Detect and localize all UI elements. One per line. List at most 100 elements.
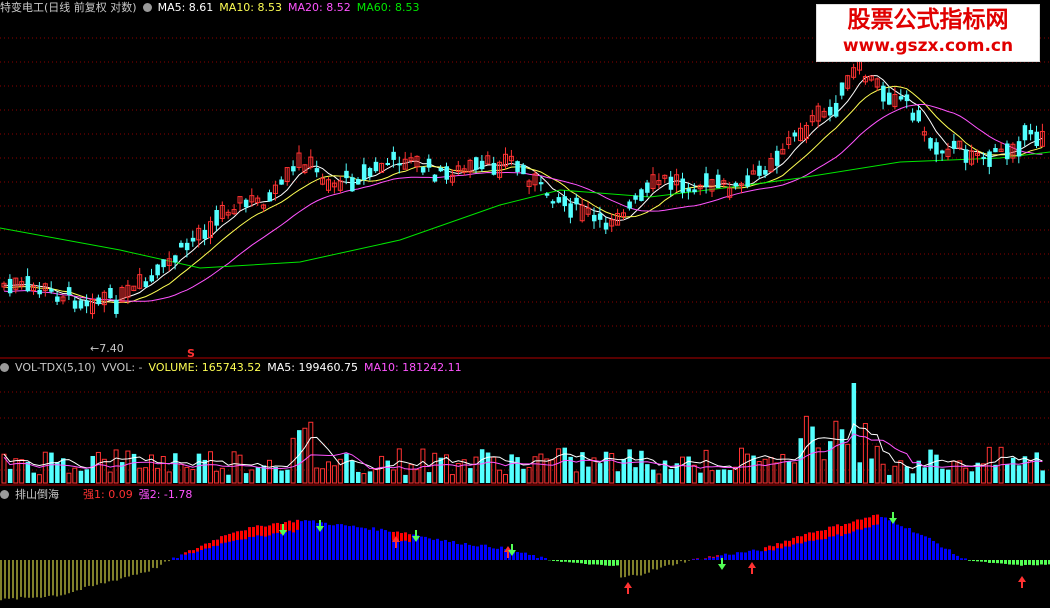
candle-down: [361, 164, 367, 180]
indicator-bar: [752, 549, 755, 560]
volume-bar-up: [497, 469, 503, 484]
volume-bar-down: [686, 456, 691, 483]
indicator-bar: [420, 536, 423, 560]
indicator-bar: [940, 547, 943, 560]
indicator-bar: [844, 524, 847, 560]
volume-bar-up: [862, 423, 868, 484]
volume-bar-down: [84, 469, 90, 483]
indicator-bar: [1048, 560, 1050, 565]
indicator-bar: [492, 548, 495, 560]
candle-down: [474, 157, 479, 170]
volume-bar-down: [515, 457, 520, 483]
volume-bar-up: [680, 456, 685, 484]
stock-title[interactable]: 特变电工(日线 前复权 对数): [0, 1, 137, 14]
volume-bar-up: [66, 472, 72, 484]
volume-bar-up: [143, 467, 149, 484]
indicator-arrow-signals: [279, 512, 1026, 594]
indicator-bar: [780, 543, 783, 560]
candle-down: [202, 229, 208, 239]
volume-bar-down: [1040, 470, 1045, 483]
candle-down: [350, 177, 355, 192]
indicator-bar: [904, 528, 907, 560]
indicator-bar: [348, 526, 351, 560]
settings-circle-icon[interactable]: [142, 3, 152, 12]
candle-up: [320, 177, 326, 185]
indicator-bar: [924, 536, 927, 560]
indicator-bar: [908, 527, 911, 560]
indicator-bar: [880, 517, 883, 560]
indicator-bar: [460, 544, 463, 560]
candle-up: [42, 283, 48, 291]
volume-bar-up: [461, 459, 467, 484]
indicator-bar: [696, 558, 699, 560]
volume-indicator-name[interactable]: VOL-TDX(5,10): [15, 361, 96, 374]
candle-down: [243, 199, 249, 208]
volume-bar-down: [715, 469, 721, 483]
candle-up: [449, 174, 455, 183]
indicator-bar-cap: [812, 532, 815, 541]
indicator-bar: [832, 526, 835, 560]
candle-down: [438, 167, 444, 172]
candle-down: [356, 179, 361, 185]
volume-bar-up: [36, 474, 42, 484]
indicator-bar: [872, 515, 875, 560]
candle-down: [645, 182, 650, 193]
candle-up: [786, 137, 792, 145]
ma60-line: [0, 151, 1050, 269]
volume-bar-down: [993, 464, 998, 483]
indicator-bar-cap: [272, 523, 275, 534]
indicator-bar: [336, 524, 339, 560]
indicator-bar-cap: [832, 526, 835, 537]
indicator-bar-cap: [400, 533, 403, 542]
candle-down: [190, 237, 196, 242]
indicator-bar: [344, 525, 347, 560]
indicator-bar: [868, 517, 871, 560]
volume-bar-down: [7, 468, 13, 483]
indicator-bar: [480, 544, 483, 560]
indicator-bar: [432, 539, 435, 560]
volume-bar-down: [674, 463, 680, 483]
indicator-bar-cap: [828, 526, 831, 537]
candle-down: [910, 112, 916, 121]
volume-header: VOL-TDX(5,10) VVOL: - VOLUME: 165743.52 MA5…: [0, 361, 468, 375]
indicator-bar-cap: [236, 531, 239, 540]
candle-up: [331, 182, 337, 188]
indicator-bar-cap: [216, 539, 219, 546]
volume-bar-down: [131, 453, 137, 483]
indicator-bar: [936, 543, 939, 560]
indicator-bar: [204, 543, 207, 560]
candle-down: [1022, 125, 1028, 141]
indicator-bar-cap: [280, 524, 283, 535]
indicator-bar: [328, 524, 331, 560]
volume-bar-up: [874, 445, 880, 484]
indicator-bar: [768, 545, 771, 560]
volume-bar-up: [213, 470, 219, 484]
arrow-up-icon: [748, 562, 756, 568]
candle-up: [803, 124, 809, 140]
volume-bar-up: [656, 473, 662, 484]
indicator-bar-cap: [768, 545, 771, 550]
candle-down: [562, 196, 567, 207]
indicator-name[interactable]: 排山倒海: [15, 488, 59, 501]
indicator-bar-cap: [220, 536, 223, 544]
indicator-bar: [196, 548, 199, 560]
indicator-bar: [1016, 560, 1019, 565]
indicator-bar: [228, 533, 231, 560]
volume-settings-icon[interactable]: [0, 363, 9, 372]
volume-bar-up: [166, 471, 172, 484]
indicator-bar: [560, 560, 563, 562]
indicator-bar: [264, 526, 267, 560]
volume-bar-up: [550, 459, 556, 484]
indicator-bar-cap: [276, 522, 279, 533]
volume-bar-down: [438, 457, 444, 483]
candle-up: [945, 148, 951, 158]
ma60-legend: MA60: 8.53: [356, 1, 420, 14]
candle-up: [166, 258, 172, 266]
volume-bar-down: [698, 472, 703, 483]
indicator-bar: [892, 521, 895, 560]
volume-bar-down: [639, 450, 644, 483]
indicator-settings-icon[interactable]: [0, 490, 9, 499]
indicator-bar: [444, 539, 447, 560]
indicator-bar: [532, 555, 535, 560]
